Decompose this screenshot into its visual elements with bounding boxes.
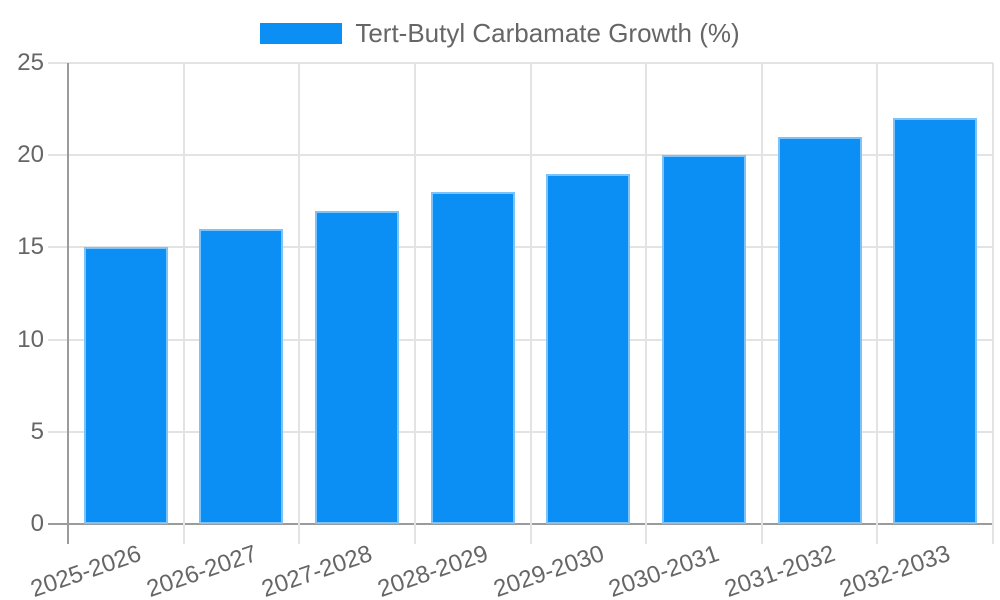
- x-tick-label: 2025-2026: [27, 540, 145, 600]
- y-tick-label: 20: [17, 141, 44, 169]
- x-gridline: [645, 63, 648, 544]
- y-gridline: [48, 338, 993, 341]
- x-tick-label: 2028-2029: [374, 540, 492, 600]
- bar-value-label: 15: [0, 0, 18, 17]
- bar-value-label: 16: [0, 18, 18, 35]
- y-gridline: [48, 246, 993, 249]
- bar[interactable]: [83, 247, 168, 524]
- x-gridline: [182, 63, 185, 544]
- y-tick-label: 25: [17, 49, 44, 76]
- y-axis-line: [67, 63, 69, 544]
- y-tick-label: 15: [17, 233, 44, 261]
- bar[interactable]: [546, 173, 631, 524]
- x-gridline: [760, 63, 763, 544]
- bar[interactable]: [661, 155, 746, 524]
- x-gridline: [298, 63, 301, 544]
- x-tick-label: 2027-2028: [258, 540, 376, 600]
- x-gridline: [413, 63, 416, 544]
- y-tick-label: 0: [30, 510, 44, 537]
- legend-item[interactable]: Tert-Butyl Carbamate Growth (%): [0, 20, 1000, 46]
- bar-value-label: 20: [0, 90, 18, 107]
- x-tick-label: 2032-2033: [836, 540, 954, 600]
- y-gridline: [48, 154, 993, 157]
- bar[interactable]: [315, 210, 400, 524]
- y-tick-label: 5: [30, 417, 44, 445]
- x-gridline: [992, 63, 994, 544]
- bar-value-label: 19: [0, 72, 18, 89]
- y-gridline: [48, 430, 993, 433]
- bar[interactable]: [199, 228, 284, 524]
- bar-value-label: 21: [0, 108, 18, 125]
- x-axis-baseline: [48, 523, 993, 525]
- bar-value-label: 22: [0, 126, 18, 143]
- bar[interactable]: [430, 192, 515, 524]
- x-gridline: [876, 63, 879, 544]
- x-tick-label: 2026-2027: [142, 540, 261, 600]
- y-tick-label: 10: [17, 325, 44, 353]
- y-gridline: [48, 62, 993, 64]
- bar-value-label: 18: [0, 54, 18, 71]
- bar[interactable]: [777, 136, 862, 524]
- legend-label: Tert-Butyl Carbamate Growth (%): [355, 18, 740, 48]
- x-tick-label: 2029-2030: [489, 540, 608, 600]
- x-tick-label: 2031-2032: [721, 540, 839, 600]
- x-tick-label: 2030-2031: [605, 540, 723, 600]
- bar[interactable]: [893, 118, 978, 524]
- bar-value-label: 17: [0, 36, 18, 53]
- legend-swatch-icon: [260, 22, 343, 44]
- x-gridline: [529, 63, 532, 544]
